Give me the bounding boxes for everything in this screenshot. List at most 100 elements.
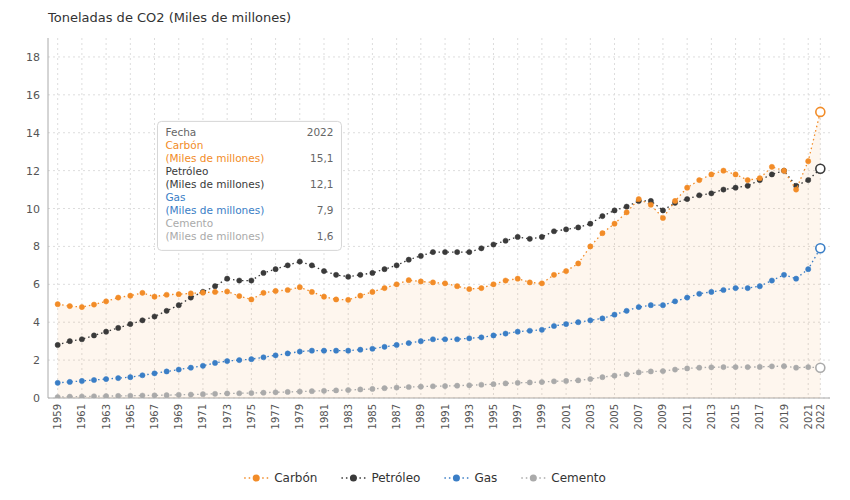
data-point xyxy=(491,242,496,247)
data-point xyxy=(418,279,423,284)
plot-area xyxy=(55,107,825,398)
data-point xyxy=(794,276,799,281)
data-point xyxy=(358,272,363,277)
data-point xyxy=(551,379,556,384)
data-point xyxy=(273,353,278,358)
data-point xyxy=(576,320,581,325)
data-point xyxy=(721,168,726,173)
data-point xyxy=(104,376,109,381)
data-point xyxy=(140,318,145,323)
data-point xyxy=(67,394,72,398)
series-area xyxy=(58,112,821,398)
data-point xyxy=(164,393,169,398)
data-point xyxy=(576,261,581,266)
data-point xyxy=(491,382,496,387)
data-point xyxy=(334,297,339,302)
data-point xyxy=(551,323,556,328)
series-line xyxy=(58,248,821,383)
x-tick-label: 1989 xyxy=(415,404,426,429)
data-point xyxy=(200,363,205,368)
annotation-text: (Miles de millones) xyxy=(165,230,264,242)
annotation-text: (Miles de millones) xyxy=(165,204,264,216)
data-point xyxy=(816,107,825,116)
data-point xyxy=(442,281,447,286)
data-point xyxy=(358,387,363,392)
data-point xyxy=(418,384,423,389)
data-point xyxy=(346,348,351,353)
data-point xyxy=(491,282,496,287)
data-point xyxy=(200,290,205,295)
data-point xyxy=(781,272,786,277)
x-tick-label: 2022 xyxy=(815,404,826,429)
data-point xyxy=(188,365,193,370)
annotation-value: 1,6 xyxy=(317,230,334,242)
data-point xyxy=(164,369,169,374)
data-point xyxy=(212,391,217,396)
data-point xyxy=(612,208,617,213)
data-point xyxy=(225,391,230,396)
data-point xyxy=(430,384,435,389)
data-point xyxy=(769,172,774,177)
data-point xyxy=(176,392,181,397)
tick-labels: 0246810121416181959196119631965196719691… xyxy=(26,51,826,430)
x-tick-label: 1981 xyxy=(319,404,330,429)
data-point xyxy=(321,268,326,273)
x-tick-label: 2007 xyxy=(633,404,644,429)
legend-label: Gas xyxy=(474,471,497,485)
x-tick-label: 2011 xyxy=(682,404,693,429)
data-point xyxy=(67,304,72,309)
data-point xyxy=(527,236,532,241)
data-point xyxy=(733,365,738,370)
data-point xyxy=(297,285,302,290)
data-point xyxy=(249,390,254,395)
data-point xyxy=(624,204,629,209)
x-tick-label: 2017 xyxy=(754,404,765,429)
x-tick-label: 1995 xyxy=(488,404,499,429)
data-point xyxy=(176,292,181,297)
grid xyxy=(48,38,830,398)
data-point xyxy=(442,337,447,342)
data-point xyxy=(467,383,472,388)
data-point xyxy=(721,287,726,292)
data-point xyxy=(733,172,738,177)
data-point xyxy=(285,351,290,356)
data-point xyxy=(816,164,825,173)
x-tick-label: 1991 xyxy=(440,404,451,429)
data-point xyxy=(91,377,96,382)
chart-svg: Toneladas de CO2 (Miles de millones)0246… xyxy=(0,0,850,500)
x-tick-label: 1997 xyxy=(512,404,523,429)
y-tick-label: 4 xyxy=(33,316,40,329)
data-point xyxy=(467,336,472,341)
data-point xyxy=(709,172,714,177)
data-point xyxy=(624,210,629,215)
data-point xyxy=(697,193,702,198)
data-point xyxy=(672,367,677,372)
data-point xyxy=(794,187,799,192)
data-point xyxy=(212,289,217,294)
series-group xyxy=(55,164,825,347)
data-point xyxy=(116,295,121,300)
data-point xyxy=(806,365,811,370)
series-line xyxy=(58,366,821,397)
x-tick-label: 1993 xyxy=(464,404,475,429)
series-group xyxy=(55,107,825,309)
data-point xyxy=(685,295,690,300)
annotation-text: (Miles de millones) xyxy=(165,178,264,190)
data-point xyxy=(455,250,460,255)
data-point xyxy=(176,303,181,308)
series-group xyxy=(55,244,825,386)
x-tick-label: 1963 xyxy=(101,404,112,429)
data-point xyxy=(442,383,447,388)
x-tick-label: 1969 xyxy=(173,404,184,429)
annotation-text: Gas xyxy=(165,191,185,203)
data-point xyxy=(467,250,472,255)
data-point xyxy=(648,369,653,374)
data-point xyxy=(128,293,133,298)
annotation-text: Carbón xyxy=(165,139,203,151)
data-point xyxy=(660,208,665,213)
annotation-text: Petróleo xyxy=(165,165,208,177)
data-point xyxy=(503,331,508,336)
data-point xyxy=(551,229,556,234)
y-grid-line xyxy=(48,94,830,95)
data-point xyxy=(757,364,762,369)
